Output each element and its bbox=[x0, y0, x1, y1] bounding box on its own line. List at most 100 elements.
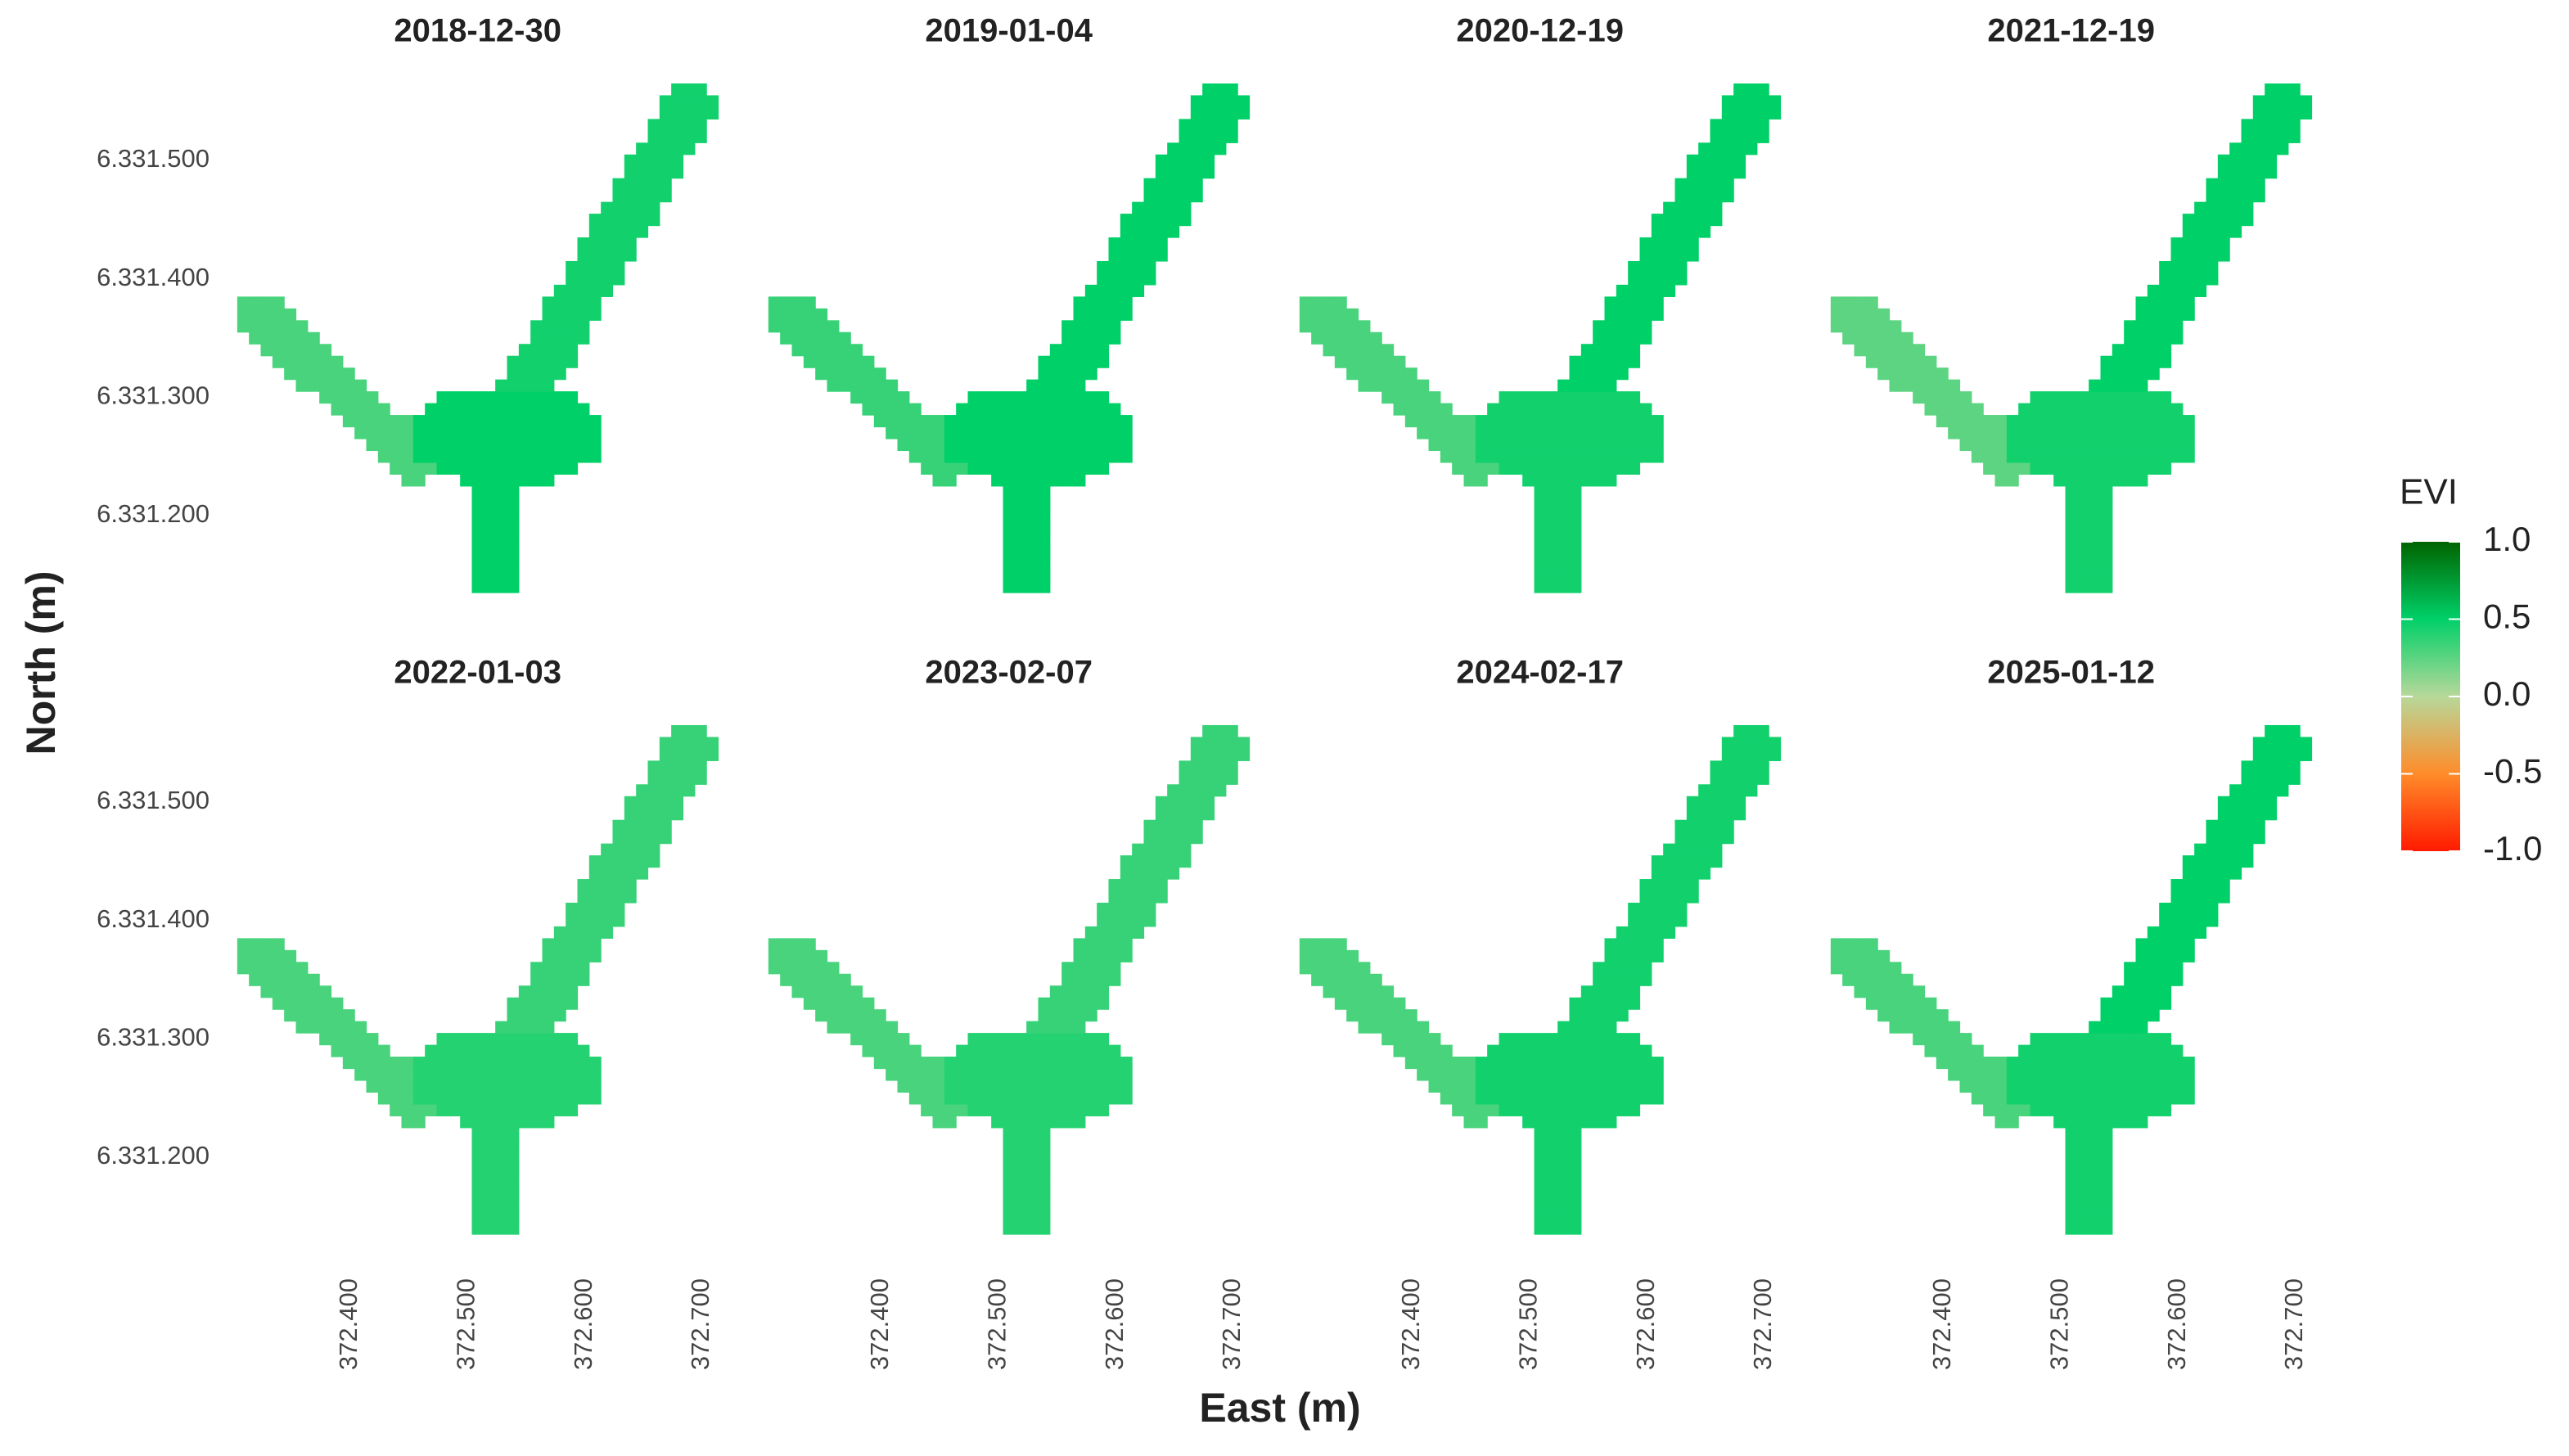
raster-cell bbox=[1202, 737, 1215, 750]
raster-cell bbox=[1167, 784, 1180, 797]
raster-cell bbox=[295, 1021, 309, 1034]
raster-cell bbox=[1959, 415, 1972, 428]
raster-cell bbox=[1132, 914, 1145, 927]
raster-cell bbox=[1580, 462, 1593, 475]
raster-cell bbox=[1580, 450, 1593, 463]
raster-cell bbox=[1346, 962, 1359, 975]
raster-cell bbox=[553, 926, 566, 939]
raster-cell bbox=[483, 1044, 496, 1057]
raster-cell bbox=[566, 1092, 579, 1105]
raster-cell bbox=[530, 997, 543, 1010]
raster-cell bbox=[2053, 1044, 2066, 1057]
raster-cell bbox=[530, 403, 543, 416]
raster-cell bbox=[1936, 379, 1949, 392]
raster-cell bbox=[1924, 403, 1937, 416]
raster-cell bbox=[1440, 1057, 1453, 1070]
raster-cell bbox=[1369, 344, 1382, 357]
raster-cell bbox=[577, 331, 590, 345]
raster-cell bbox=[483, 557, 496, 570]
raster-cell bbox=[2124, 1116, 2137, 1129]
facet-title: 2023-02-07 bbox=[925, 655, 1093, 691]
raster-cell bbox=[577, 1057, 590, 1070]
raster-cell bbox=[1616, 296, 1629, 309]
raster-cell bbox=[1323, 308, 1336, 321]
raster-cell bbox=[1299, 320, 1312, 333]
raster-cell bbox=[2100, 367, 2113, 381]
raster-cell bbox=[1358, 344, 1371, 357]
raster-cell bbox=[1369, 1021, 1382, 1034]
raster-cell bbox=[284, 331, 297, 345]
raster-cell bbox=[1569, 1127, 1582, 1140]
raster-cell bbox=[897, 1068, 910, 1081]
raster-cell bbox=[530, 379, 543, 392]
raster-cell bbox=[1674, 914, 1688, 927]
raster-cell bbox=[1452, 415, 1465, 428]
raster-cell bbox=[2135, 997, 2148, 1010]
raster-cell bbox=[471, 1222, 485, 1235]
raster-cell bbox=[354, 1044, 367, 1057]
raster-cell bbox=[1639, 296, 1652, 309]
raster-cell bbox=[1604, 331, 1617, 345]
raster-cell bbox=[2112, 1092, 2125, 1105]
raster-cell bbox=[862, 391, 875, 404]
raster-cell bbox=[612, 249, 625, 262]
raster-cell bbox=[921, 462, 934, 475]
raster-cell bbox=[566, 260, 579, 274]
raster-cell bbox=[1639, 973, 1652, 986]
raster-cell bbox=[1889, 320, 1902, 333]
raster-cell bbox=[566, 949, 579, 962]
raster-cell bbox=[2265, 796, 2278, 809]
x-tick-label: 372.500 bbox=[1514, 1278, 1543, 1370]
raster-cell bbox=[1334, 985, 1347, 998]
raster-cell bbox=[1616, 1103, 1629, 1116]
raster-cell bbox=[2147, 938, 2160, 951]
raster-cell bbox=[2159, 985, 2172, 998]
raster-cell bbox=[2018, 403, 2031, 416]
raster-cell bbox=[530, 462, 543, 475]
raster-cell bbox=[2124, 450, 2137, 463]
raster-cell bbox=[1026, 498, 1039, 511]
raster-cell bbox=[1097, 1057, 1110, 1070]
raster-cell bbox=[1569, 379, 1582, 392]
raster-cell bbox=[2124, 403, 2137, 416]
raster-cell bbox=[612, 178, 625, 191]
raster-cell bbox=[342, 367, 355, 381]
raster-cell bbox=[507, 1044, 520, 1057]
raster-cell bbox=[1214, 724, 1227, 738]
raster-cell bbox=[2089, 557, 2102, 570]
raster-cell bbox=[886, 426, 899, 440]
raster-cell bbox=[495, 1080, 508, 1093]
raster-cell bbox=[1061, 403, 1075, 416]
raster-cell bbox=[1334, 938, 1347, 951]
raster-cell bbox=[566, 320, 579, 333]
raster-cell bbox=[873, 415, 886, 428]
raster-cell bbox=[566, 438, 579, 452]
raster-cell bbox=[1237, 106, 1251, 119]
raster-cell bbox=[436, 403, 449, 416]
raster-cell bbox=[1569, 355, 1582, 368]
raster-cell bbox=[2159, 1057, 2172, 1070]
raster-cell bbox=[2053, 426, 2066, 440]
raster-cell bbox=[1994, 1080, 2008, 1093]
raster-cell bbox=[2112, 1057, 2125, 1070]
raster-cell bbox=[1948, 1033, 1961, 1046]
raster-cell bbox=[1463, 415, 1476, 428]
raster-cell bbox=[2217, 832, 2230, 845]
raster-cell bbox=[2124, 1092, 2137, 1105]
raster-cell bbox=[1049, 450, 1062, 463]
raster-cell bbox=[2159, 296, 2172, 309]
raster-cell bbox=[850, 379, 863, 392]
raster-cell bbox=[1038, 1092, 1051, 1105]
raster-cell bbox=[542, 1057, 555, 1070]
raster-cell bbox=[1038, 462, 1051, 475]
raster-cell bbox=[2124, 355, 2137, 368]
raster-cell bbox=[1639, 450, 1652, 463]
raster-cell bbox=[1522, 1044, 1535, 1057]
raster-cell bbox=[1120, 949, 1133, 962]
raster-cell bbox=[377, 1057, 390, 1070]
raster-cell bbox=[1143, 843, 1156, 856]
facet-title: 2019-01-04 bbox=[925, 13, 1093, 49]
raster-cell bbox=[295, 379, 309, 392]
raster-cell bbox=[1323, 320, 1336, 333]
raster-cell bbox=[2089, 1033, 2102, 1046]
